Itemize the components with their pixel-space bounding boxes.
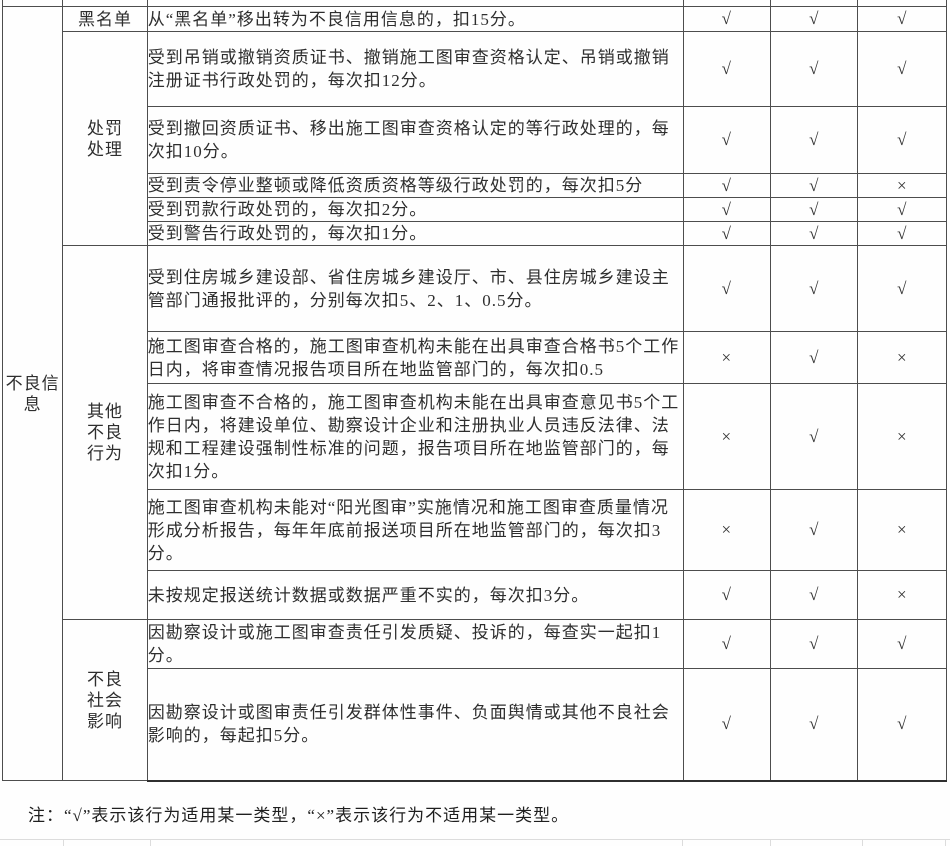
- mark-cell: √: [857, 197, 947, 222]
- mark-cell: √: [770, 383, 859, 490]
- mark-cell: √: [682, 668, 772, 782]
- mark-cell: √: [857, 6, 947, 32]
- mark-cell: ×: [682, 331, 772, 384]
- group-cell-blacklist: 黑名单: [62, 6, 148, 32]
- behavior-desc: 受到住房城乡建设部、省住房城乡建设厅、市、县住房城乡建设主管部门通报批评的，分别…: [146, 245, 684, 332]
- sheet-gridline: [862, 840, 863, 846]
- mark-cell: √: [682, 6, 772, 32]
- table-row: 施工图审查机构未能对“阳光图审”实施情况和施工图审查质量情况形成分析报告，每年年…: [3, 489, 947, 571]
- sheet-gridline: [682, 840, 683, 846]
- mark-cell: ×: [857, 331, 947, 384]
- mark-cell: ×: [857, 489, 947, 571]
- behavior-desc: 施工图审查机构未能对“阳光图审”实施情况和施工图审查质量情况形成分析报告，每年年…: [146, 489, 684, 571]
- behavior-desc: 从“黑名单”移出转为不良信用信息的，扣15分。: [146, 6, 684, 32]
- table-row: 不良信息 黑名单 从“黑名单”移出转为不良信用信息的，扣15分。 √ √ √: [1, 6, 947, 781]
- mark-cell: √: [770, 106, 859, 174]
- mark-cell: ×: [857, 383, 947, 490]
- mark-cell: √: [682, 570, 772, 620]
- mark-cell: √: [770, 245, 859, 332]
- mark-cell: √: [770, 31, 859, 107]
- group-cell-other-bad-behavior: 其他 不良 行为: [62, 245, 148, 620]
- mark-cell: √: [770, 489, 859, 571]
- mark-cell: √: [857, 245, 947, 332]
- mark-cell: √: [770, 619, 859, 669]
- mark-cell: √: [682, 31, 772, 107]
- mark-cell: √: [857, 668, 947, 782]
- mark-cell: √: [682, 221, 772, 246]
- behavior-desc: 施工图审查不合格的，施工图审查机构未能在出具审查意见书5个工作日内，将建设单位、…: [146, 383, 684, 490]
- mark-cell: ×: [857, 173, 947, 198]
- mark-cell: ×: [857, 570, 947, 620]
- behavior-desc: 未按规定报送统计数据或数据严重不实的，每次扣3分。: [146, 570, 684, 620]
- behavior-desc: 受到吊销或撤销资质证书、撤销施工图审查资格认定、吊销或撤销注册证书行政处罚的，每…: [146, 31, 684, 107]
- mark-cell: √: [770, 331, 859, 384]
- mark-cell: √: [857, 31, 947, 107]
- sheet-gridline: [945, 840, 946, 846]
- sheet-gridline: [150, 840, 151, 846]
- mark-cell: ×: [682, 489, 772, 571]
- mark-cell: √: [682, 106, 772, 174]
- mark-cell: √: [682, 173, 772, 198]
- mark-cell: √: [770, 221, 859, 246]
- mark-cell: √: [682, 245, 772, 332]
- mark-cell: √: [770, 173, 859, 198]
- mark-cell: ×: [682, 383, 772, 490]
- credit-score-table: 不良信息 黑名单 从“黑名单”移出转为不良信用信息的，扣15分。 √ √ √ 处…: [1, 0, 947, 782]
- mark-cell: √: [682, 197, 772, 222]
- mark-cell: √: [770, 6, 859, 32]
- table-row: 其他 不良 行为 受到住房城乡建设部、省住房城乡建设厅、市、县住房城乡建设主管部…: [3, 245, 947, 620]
- sheet-gridline: [770, 840, 771, 846]
- table-row: 施工图审查合格的，施工图审查机构未能在出具审查合格书5个工作日内，将审查情况报告…: [3, 331, 947, 384]
- behavior-desc: 因勘察设计或图审责任引发群体性事件、负面舆情或其他不良社会影响的，每起扣5分。: [146, 668, 684, 782]
- sheet-gridline-strip: [0, 839, 950, 846]
- mark-cell: √: [857, 221, 947, 246]
- mark-cell: √: [682, 619, 772, 669]
- behavior-desc: 受到罚款行政处罚的，每次扣2分。: [146, 197, 684, 222]
- group-cell-bad-social-impact: 不良 社会 影响: [62, 619, 148, 781]
- table-row: 未按规定报送统计数据或数据严重不实的，每次扣3分。 √ √ ×: [3, 570, 947, 620]
- behavior-desc: 受到撤回资质证书、移出施工图审查资格认定的等行政处理的，每次扣10分。: [146, 106, 684, 174]
- mark-cell: √: [857, 106, 947, 174]
- mark-cell: √: [770, 570, 859, 620]
- category-cell: 不良信息: [1, 6, 64, 781]
- table-row: 受到撤回资质证书、移出施工图审查资格认定的等行政处理的，每次扣10分。 √ √ …: [3, 106, 947, 174]
- table-row: 处罚 处理 受到吊销或撤销资质证书、撤销施工图审查资格认定、吊销或撤销注册证书行…: [3, 31, 947, 246]
- mark-cell: √: [857, 619, 947, 669]
- sheet-gridline: [63, 840, 64, 846]
- mark-cell: √: [770, 197, 859, 222]
- table-row: 受到警告行政处罚的，每次扣1分。 √ √ √: [3, 221, 947, 246]
- behavior-desc: 施工图审查合格的，施工图审查机构未能在出具审查合格书5个工作日内，将审查情况报告…: [146, 331, 684, 384]
- behavior-desc: 因勘察设计或施工图审查责任引发质疑、投诉的，每查实一起扣1分。: [146, 619, 684, 669]
- behavior-desc: 受到警告行政处罚的，每次扣1分。: [146, 221, 684, 246]
- table-row: 因勘察设计或图审责任引发群体性事件、负面舆情或其他不良社会影响的，每起扣5分。 …: [3, 668, 947, 782]
- group-cell-penalty: 处罚 处理: [62, 31, 148, 246]
- behavior-desc: 受到责令停业整顿或降低资质资格等级行政处罚的，每次扣5分: [146, 173, 684, 198]
- table-row: 不良 社会 影响 因勘察设计或施工图审查责任引发质疑、投诉的，每查实一起扣1分。…: [3, 619, 947, 781]
- mark-cell: √: [770, 668, 859, 782]
- note-text: 注：“√”表示该行为适用某一类型，“×”表示该行为不适用某一类型。: [28, 805, 570, 825]
